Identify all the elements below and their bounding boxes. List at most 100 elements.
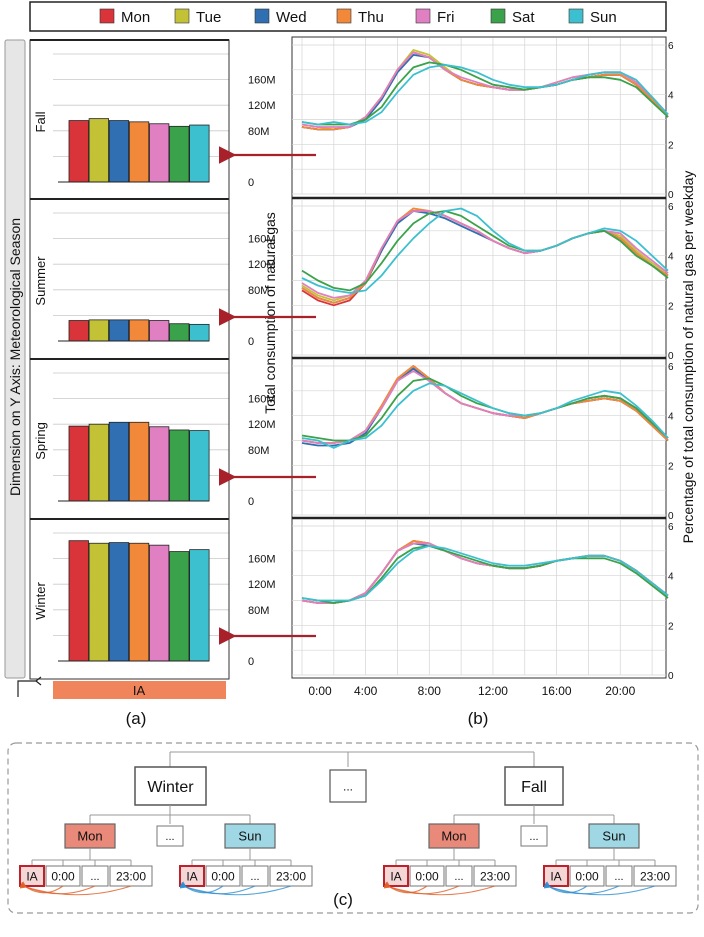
node-label: 23:00 <box>480 869 510 883</box>
y-tick-label: 4 <box>668 572 674 583</box>
node-ellipsis[interactable]: ... <box>329 769 367 803</box>
legend-item-fri[interactable]: Fri <box>415 8 455 26</box>
y-tick-label: 0 <box>248 656 254 668</box>
legend: Mon Tue Wed Thu Fri Sat Sun <box>99 8 617 26</box>
bar-fri[interactable] <box>148 320 170 342</box>
winter-orange-2300[interactable]: 23:00 <box>109 865 153 887</box>
node-label: 23:00 <box>116 869 146 883</box>
legend-item-thu[interactable]: Thu <box>336 8 384 26</box>
series-line-sun[interactable] <box>301 382 669 449</box>
fall-ellipsis[interactable]: ... <box>520 825 548 847</box>
bar-panel-summer: Summer 80M 120M 160M 0 <box>29 198 276 360</box>
winter-blue-ia[interactable]: IA <box>179 865 205 887</box>
bar-sat[interactable] <box>169 429 190 502</box>
legend-swatch <box>254 8 270 24</box>
winter-blue-ellipsis[interactable]: ... <box>241 865 269 887</box>
bar-sat[interactable] <box>169 551 190 662</box>
fall-mon[interactable]: Mon <box>428 823 480 849</box>
node-label: Fall <box>521 779 547 796</box>
x-tick-label: 16:00 <box>542 684 572 698</box>
winter-ellipsis[interactable]: ... <box>156 825 184 847</box>
y-tick-label: 160M <box>248 75 276 87</box>
bar-wed[interactable] <box>108 542 130 662</box>
series-line-sat[interactable] <box>301 61 669 126</box>
fall-orange-2300[interactable]: 23:00 <box>473 865 517 887</box>
bar-sat[interactable] <box>169 323 190 342</box>
y-tick-label: 0 <box>668 671 674 682</box>
bar-thu[interactable] <box>128 421 150 502</box>
series-line-sat[interactable] <box>301 377 669 442</box>
ia-category-bar[interactable] <box>53 681 226 699</box>
node-label: IA <box>26 869 37 883</box>
legend-swatch <box>568 8 584 24</box>
bar-tue[interactable] <box>88 319 109 342</box>
winter-blue-2300[interactable]: 23:00 <box>269 865 313 887</box>
legend-item-sun[interactable]: Sun <box>568 8 617 26</box>
winter-blue-0000[interactable]: 0:00 <box>205 865 241 887</box>
y-tick-label: 6 <box>668 41 674 52</box>
y-tick-label: 6 <box>668 362 674 373</box>
bar-fri[interactable] <box>148 426 170 502</box>
bar-tue[interactable] <box>88 423 109 502</box>
bar-thu[interactable] <box>128 542 150 662</box>
bar-fri[interactable] <box>148 123 170 183</box>
winter-sun[interactable]: Sun <box>224 823 276 849</box>
bar-mon[interactable] <box>68 425 89 502</box>
legend-item-wed[interactable]: Wed <box>254 8 307 26</box>
tree-panel <box>7 742 699 914</box>
winter-mon[interactable]: Mon <box>64 823 116 849</box>
bar-sun[interactable] <box>189 430 210 502</box>
y-tick-label: 80M <box>248 445 269 457</box>
bar-mon[interactable] <box>68 320 89 342</box>
link-arrows <box>218 146 316 645</box>
series-line-sun[interactable] <box>301 207 669 294</box>
fall-orange-0000[interactable]: 0:00 <box>409 865 445 887</box>
legend-item-tue[interactable]: Tue <box>174 8 221 26</box>
bar-mon[interactable] <box>68 120 89 183</box>
node-label: ... <box>454 871 463 883</box>
legend-item-mon[interactable]: Mon <box>99 8 150 26</box>
node-box <box>588 823 640 849</box>
bar-mon[interactable] <box>68 540 89 662</box>
node-fall[interactable]: Fall <box>504 766 564 806</box>
bar-tue[interactable] <box>88 118 109 183</box>
bar-thu[interactable] <box>128 121 150 183</box>
bar-wed[interactable] <box>108 421 130 502</box>
bar-thu[interactable] <box>128 319 150 342</box>
fall-sun[interactable]: Sun <box>588 823 640 849</box>
winter-orange-ellipsis[interactable]: ... <box>81 865 109 887</box>
bar-sun[interactable] <box>189 549 210 662</box>
node-label: ... <box>250 871 259 883</box>
series-line-sun[interactable] <box>301 545 669 602</box>
fall-blue-ellipsis[interactable]: ... <box>605 865 633 887</box>
bar-wed[interactable] <box>108 120 130 183</box>
y-tick-label: 0 <box>248 336 254 348</box>
series-line-sun[interactable] <box>301 64 669 126</box>
bar-sun[interactable] <box>189 124 210 183</box>
y-dimension-bar[interactable] <box>4 39 26 679</box>
fall-orange-ia[interactable]: IA <box>383 865 409 887</box>
fall-blue-ia[interactable]: IA <box>543 865 569 887</box>
legend-swatch <box>99 8 115 24</box>
winter-orange-0000[interactable]: 0:00 <box>45 865 81 887</box>
node-label: IA <box>186 869 197 883</box>
winter-orange-ia[interactable]: IA <box>19 865 45 887</box>
y-tick-label: 4 <box>668 91 674 102</box>
series-line-fri[interactable] <box>301 210 669 299</box>
aggregation-arrow <box>383 882 496 896</box>
node-winter[interactable]: Winter <box>134 766 207 806</box>
fall-blue-2300[interactable]: 23:00 <box>633 865 677 887</box>
y-tick-label: 2 <box>668 621 674 632</box>
bar-tue[interactable] <box>88 542 109 662</box>
fall-orange-ellipsis[interactable]: ... <box>445 865 473 887</box>
legend-label: Fri <box>437 9 455 26</box>
season-label: Winter <box>33 582 48 620</box>
bar-fri[interactable] <box>148 544 170 662</box>
legend-item-sat[interactable]: Sat <box>490 8 535 26</box>
bar-sat[interactable] <box>169 125 190 183</box>
bar-sun[interactable] <box>189 323 210 342</box>
bar-wed[interactable] <box>108 319 130 342</box>
series-line-sat[interactable] <box>301 210 669 292</box>
fall-blue-0000[interactable]: 0:00 <box>569 865 605 887</box>
